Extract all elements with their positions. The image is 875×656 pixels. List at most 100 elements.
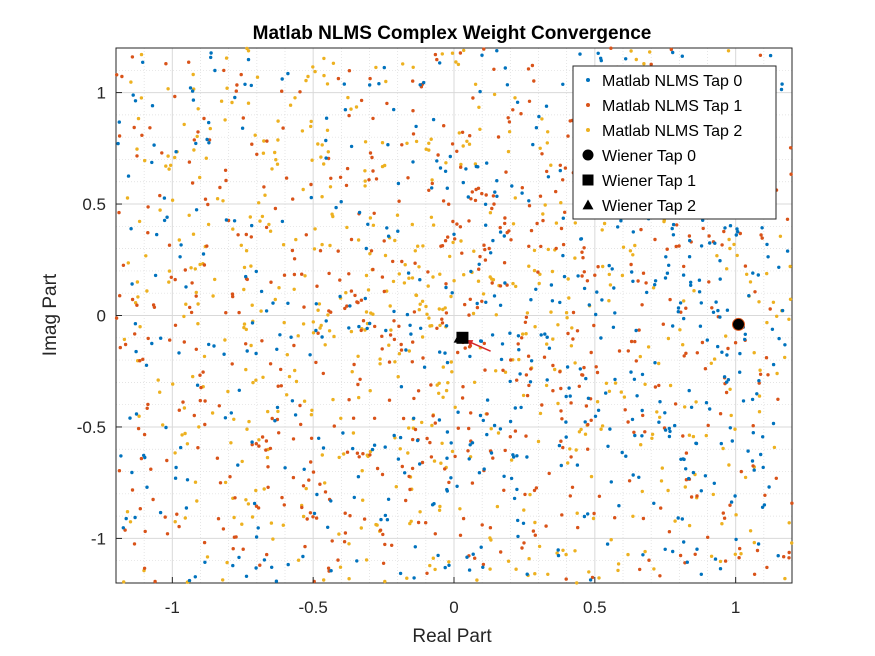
scatter-point	[411, 65, 415, 70]
scatter-point	[538, 411, 543, 416]
scatter-point	[368, 389, 372, 393]
scatter-point	[148, 126, 152, 130]
scatter-point	[404, 348, 408, 352]
scatter-point	[349, 144, 354, 149]
scatter-point	[558, 168, 562, 173]
scatter-point	[765, 242, 769, 247]
scatter-point	[763, 493, 767, 497]
scatter-point	[722, 516, 727, 520]
scatter-point	[244, 274, 248, 279]
scatter-point	[479, 339, 484, 343]
scatter-point	[245, 349, 249, 353]
scatter-point	[760, 505, 765, 509]
scatter-point	[718, 559, 723, 564]
scatter-point	[751, 271, 755, 275]
scatter-point	[748, 280, 753, 284]
scatter-point	[756, 273, 760, 277]
scatter-point	[703, 474, 708, 478]
scatter-point	[380, 347, 384, 351]
scatter-point	[201, 370, 205, 374]
scatter-point	[363, 296, 367, 301]
scatter-point	[254, 351, 258, 356]
scatter-point	[121, 263, 126, 267]
scatter-point	[368, 252, 372, 256]
scatter-point	[341, 431, 345, 435]
scatter-point	[531, 142, 535, 147]
scatter-point	[264, 225, 269, 230]
scatter-point	[304, 78, 308, 83]
scatter-point	[367, 178, 371, 182]
scatter-point	[290, 248, 295, 253]
scatter-point	[509, 238, 513, 242]
scatter-point	[321, 446, 326, 450]
scatter-point	[512, 496, 517, 501]
scatter-point	[483, 202, 488, 206]
scatter-point	[315, 284, 319, 288]
scatter-point	[780, 82, 784, 86]
scatter-point	[123, 342, 128, 347]
scatter-point	[438, 272, 442, 276]
scatter-point	[498, 284, 503, 288]
scatter-point	[192, 148, 196, 152]
scatter-point	[175, 512, 179, 516]
scatter-point	[344, 291, 348, 295]
scatter-point	[520, 186, 524, 190]
scatter-point	[345, 450, 350, 454]
scatter-point	[641, 553, 645, 557]
scatter-point	[276, 384, 280, 388]
scatter-point	[626, 349, 630, 353]
scatter-point	[150, 160, 154, 165]
scatter-point	[320, 143, 324, 147]
scatter-point	[177, 351, 181, 355]
scatter-point	[503, 66, 507, 70]
scatter-point	[738, 351, 742, 356]
scatter-point	[307, 478, 311, 482]
scatter-point	[777, 336, 781, 341]
scatter-point	[135, 280, 140, 284]
scatter-point	[637, 475, 641, 479]
scatter-point	[503, 216, 507, 220]
scatter-point	[276, 138, 280, 142]
scatter-point	[414, 293, 418, 297]
scatter-point	[137, 414, 141, 418]
scatter-point	[663, 547, 667, 551]
scatter-point	[311, 65, 315, 69]
scatter-point	[343, 511, 347, 515]
scatter-point	[617, 349, 622, 353]
scatter-point	[503, 448, 507, 453]
scatter-point	[348, 514, 352, 518]
scatter-point	[368, 76, 372, 81]
scatter-point	[658, 574, 662, 578]
scatter-point	[362, 517, 367, 521]
scatter-point	[427, 316, 431, 320]
scatter-point	[392, 433, 396, 438]
scatter-point	[301, 187, 305, 192]
scatter-point	[675, 223, 679, 227]
scatter-point	[755, 548, 760, 553]
scatter-point	[180, 433, 184, 437]
scatter-point	[187, 578, 192, 583]
scatter-point	[126, 174, 131, 178]
scatter-point	[209, 51, 213, 55]
scatter-point	[573, 256, 577, 260]
scatter-point	[431, 223, 436, 227]
scatter-point	[132, 125, 136, 130]
scatter-point	[493, 190, 497, 194]
scatter-point	[469, 269, 473, 274]
scatter-point	[438, 61, 442, 65]
scatter-point	[459, 162, 463, 167]
scatter-point	[179, 243, 183, 247]
scatter-point	[357, 455, 361, 459]
scatter-point	[385, 518, 390, 522]
scatter-point	[309, 413, 314, 417]
scatter-point	[293, 413, 298, 417]
scatter-point	[276, 409, 280, 414]
scatter-point	[240, 459, 244, 464]
scatter-point	[687, 433, 692, 437]
scatter-point	[269, 521, 274, 525]
scatter-point	[400, 143, 404, 147]
scatter-point	[286, 562, 290, 567]
scatter-point	[234, 89, 238, 93]
scatter-point	[323, 481, 327, 485]
scatter-point	[547, 346, 552, 350]
